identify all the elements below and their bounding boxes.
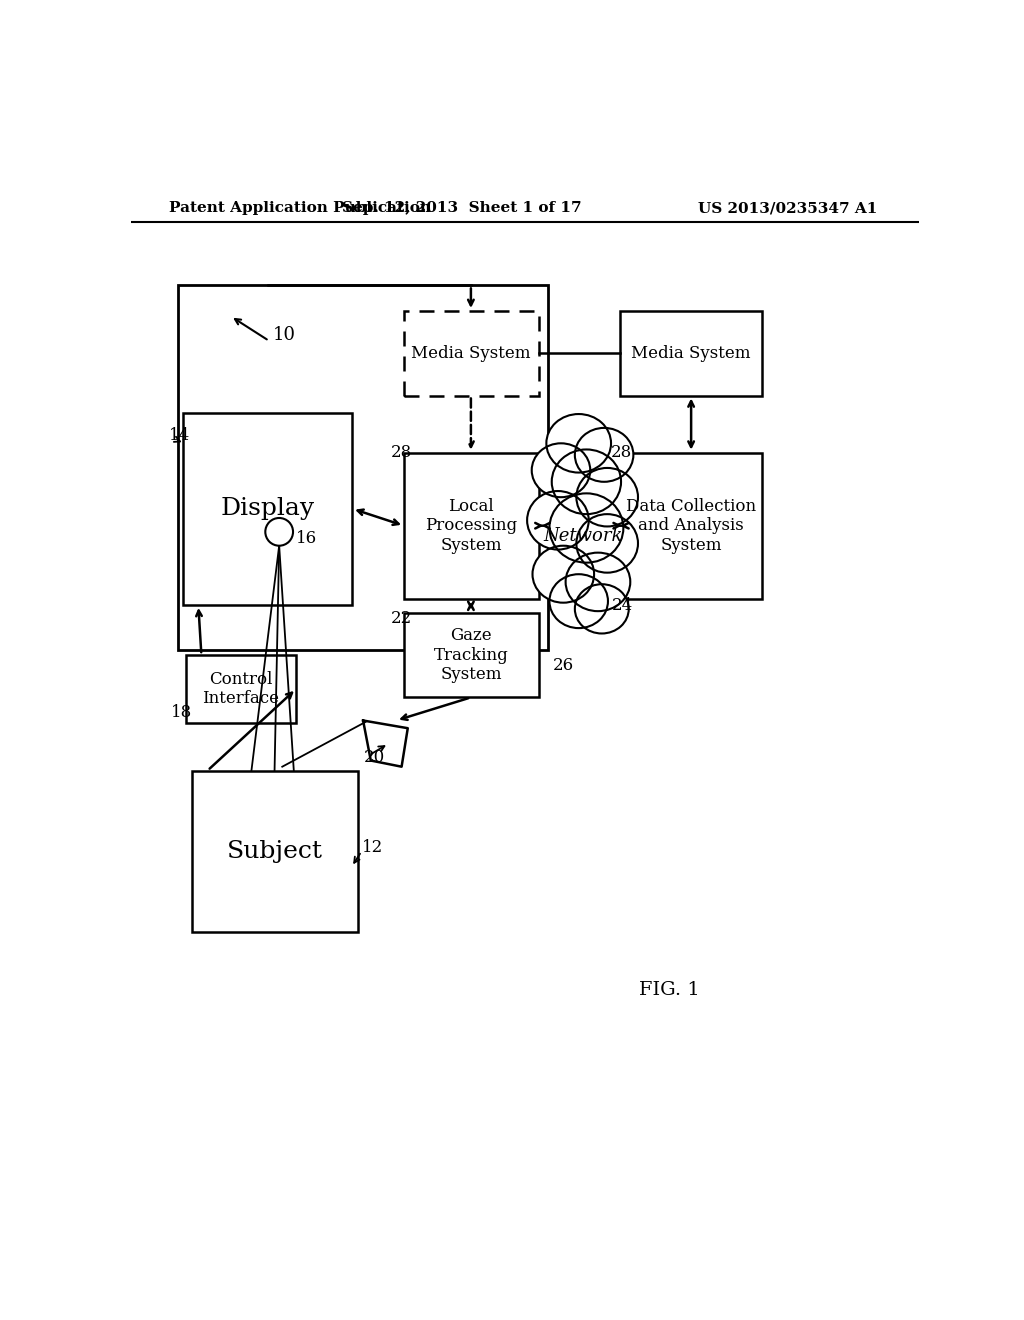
- Ellipse shape: [550, 574, 608, 628]
- Text: Local
Processing
System: Local Processing System: [425, 498, 517, 554]
- Text: FIG. 1: FIG. 1: [639, 981, 700, 999]
- Ellipse shape: [532, 545, 594, 603]
- Ellipse shape: [531, 444, 590, 498]
- Text: 28: 28: [611, 444, 632, 461]
- Ellipse shape: [552, 450, 621, 515]
- Ellipse shape: [577, 515, 638, 573]
- Ellipse shape: [550, 494, 624, 562]
- Text: Network: Network: [543, 527, 623, 545]
- Text: 14: 14: [169, 428, 190, 444]
- Bar: [621, 453, 762, 599]
- Bar: [183, 412, 352, 605]
- Ellipse shape: [574, 585, 629, 634]
- Text: 20: 20: [364, 748, 385, 766]
- Bar: [403, 312, 539, 396]
- Ellipse shape: [565, 553, 631, 611]
- Bar: [186, 655, 296, 723]
- Circle shape: [265, 517, 293, 545]
- Ellipse shape: [574, 428, 634, 482]
- Text: Media System: Media System: [632, 345, 751, 362]
- Text: Gaze
Tracking
System: Gaze Tracking System: [433, 627, 508, 684]
- Bar: [403, 612, 539, 697]
- Text: Data Collection
and Analysis
System: Data Collection and Analysis System: [626, 498, 756, 554]
- Text: 10: 10: [273, 326, 296, 345]
- Bar: [193, 771, 357, 932]
- Text: Subject: Subject: [226, 840, 323, 863]
- Ellipse shape: [527, 491, 589, 549]
- Bar: [178, 285, 548, 649]
- Text: Control
Interface: Control Interface: [202, 671, 280, 708]
- Text: 12: 12: [361, 840, 383, 857]
- Bar: [403, 453, 539, 599]
- Text: US 2013/0235347 A1: US 2013/0235347 A1: [698, 202, 878, 215]
- Text: Media System: Media System: [412, 345, 530, 362]
- Text: 28: 28: [391, 444, 412, 461]
- Text: 16: 16: [296, 529, 317, 546]
- Text: Display: Display: [220, 498, 314, 520]
- Text: 24: 24: [611, 597, 633, 614]
- Text: 18: 18: [171, 705, 193, 721]
- Text: Sep. 12, 2013  Sheet 1 of 17: Sep. 12, 2013 Sheet 1 of 17: [342, 202, 582, 215]
- Text: 22: 22: [391, 610, 412, 627]
- Ellipse shape: [547, 414, 611, 473]
- Text: Patent Application Publication: Patent Application Publication: [169, 202, 431, 215]
- Ellipse shape: [577, 469, 638, 527]
- Bar: [621, 312, 762, 396]
- Text: 26: 26: [553, 656, 573, 673]
